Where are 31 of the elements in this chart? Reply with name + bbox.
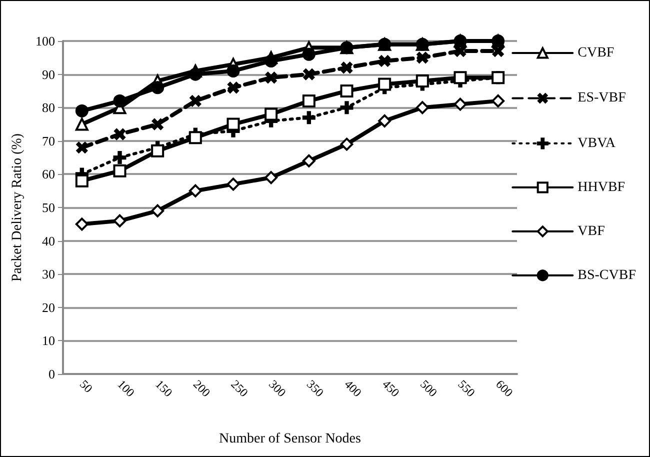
- x-tick-label: 450: [380, 377, 402, 400]
- x-tick-label: 200: [190, 377, 214, 400]
- y-tick-label: 80: [42, 100, 55, 116]
- x-tick-label: 400: [342, 377, 364, 400]
- x-tick-label: 300: [266, 377, 289, 400]
- x-tick-label: 350: [304, 377, 327, 400]
- x-tick-label: 150: [152, 377, 176, 400]
- x-tick-label: 550: [455, 377, 478, 400]
- y-tick-label: 70: [42, 133, 55, 148]
- x-axis-title: Number of Sensor Nodes: [219, 432, 361, 446]
- x-tick-label: 500: [417, 377, 440, 400]
- y-tick-label: 60: [42, 166, 55, 182]
- legend-label: ES-VBF: [578, 90, 626, 106]
- y-tick-label: 0: [48, 366, 55, 382]
- y-tick-label: 50: [42, 200, 55, 215]
- y-axis-title: Packet Delivery Ratio (%): [10, 133, 26, 282]
- legend-label: VBF: [578, 224, 606, 239]
- y-tick-label: 20: [42, 300, 55, 315]
- legend-label: BS-CVBF: [578, 268, 636, 283]
- y-tick-label: 30: [42, 266, 55, 282]
- x-tick-label: 600: [493, 377, 516, 400]
- y-tick-label: 40: [42, 233, 55, 248]
- x-tick-label: 100: [114, 377, 138, 400]
- legend-label: CVBF: [578, 46, 614, 60]
- x-tick-label: 50: [76, 377, 96, 396]
- x-tick-label: 250: [228, 377, 251, 400]
- legend-label: HHVBF: [578, 180, 626, 195]
- y-tick-label: 100: [36, 34, 55, 48]
- y-tick-label: 90: [42, 66, 55, 82]
- y-tick-label: 10: [42, 333, 55, 348]
- legend-label: VBVA: [578, 136, 616, 151]
